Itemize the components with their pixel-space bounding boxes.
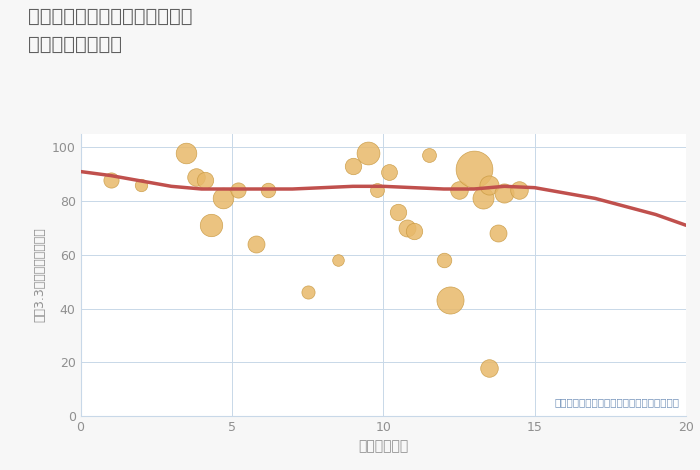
Point xyxy=(190,173,201,180)
Point xyxy=(484,181,495,189)
Point xyxy=(423,152,434,159)
Point xyxy=(302,289,313,296)
Point xyxy=(438,257,449,264)
Point xyxy=(105,176,116,183)
Point xyxy=(454,187,465,194)
Point xyxy=(332,257,344,264)
Point xyxy=(468,165,480,172)
Point xyxy=(477,195,489,202)
Point xyxy=(408,227,419,235)
Point xyxy=(363,149,374,157)
Point xyxy=(232,187,244,194)
Point xyxy=(484,364,495,371)
Point xyxy=(199,176,210,183)
Point xyxy=(493,229,504,237)
Point xyxy=(444,297,456,304)
Point xyxy=(498,189,510,197)
Point xyxy=(136,181,147,189)
Point xyxy=(181,149,192,157)
Point xyxy=(384,168,395,175)
Text: 愛知県名古屋市昭和区永金町の: 愛知県名古屋市昭和区永金町の xyxy=(28,7,192,26)
Point xyxy=(205,221,216,229)
Point xyxy=(347,163,358,170)
Point xyxy=(262,187,274,194)
Point xyxy=(251,240,262,248)
X-axis label: 駅距離（分）: 駅距離（分） xyxy=(358,439,408,454)
Text: 円の大きさは、取引のあった物件面積を示す: 円の大きさは、取引のあった物件面積を示す xyxy=(555,398,680,407)
Text: 駅距離別土地価格: 駅距離別土地価格 xyxy=(28,35,122,54)
Point xyxy=(514,187,525,194)
Point xyxy=(393,208,404,216)
Y-axis label: 坪（3.3㎡）単価（万円）: 坪（3.3㎡）単価（万円） xyxy=(33,227,46,322)
Point xyxy=(402,224,413,232)
Point xyxy=(372,187,383,194)
Point xyxy=(217,195,228,202)
